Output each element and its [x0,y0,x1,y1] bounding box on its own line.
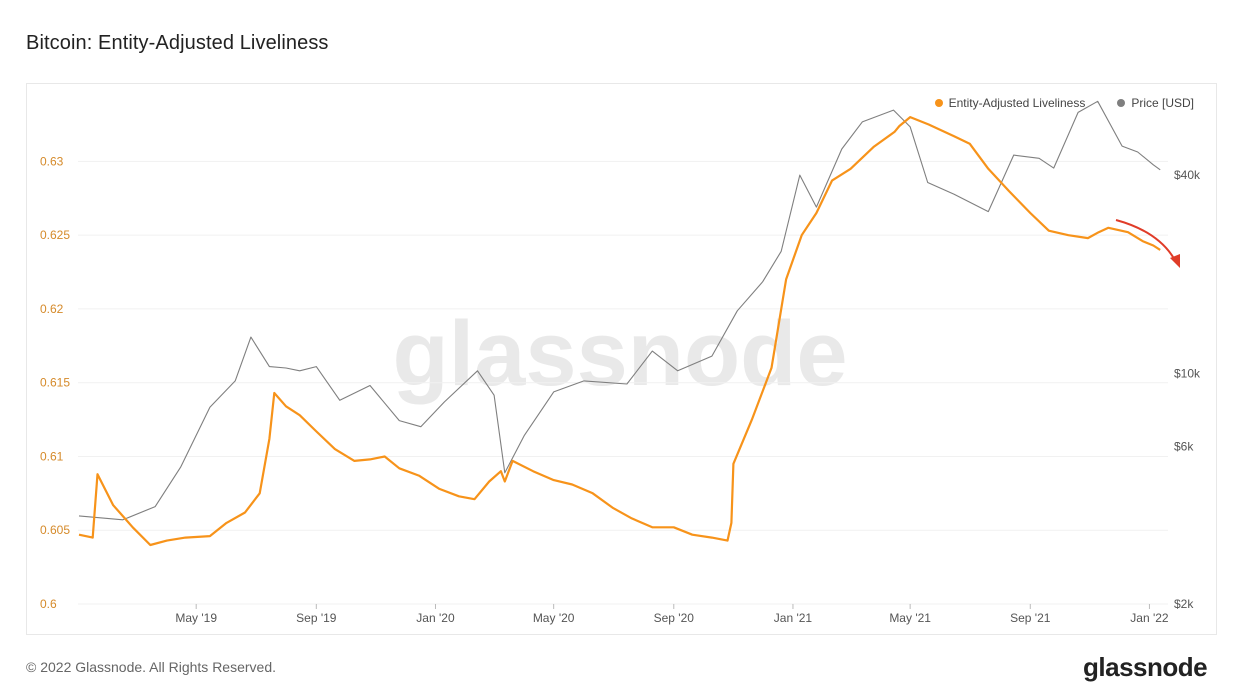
chart-title: Bitcoin: Entity-Adjusted Liveliness [26,32,329,54]
x-tick-label: Jan '21 [774,611,813,625]
chart-panel: Entity-Adjusted Liveliness Price [USD] [26,83,1217,635]
trend-arrow [1115,219,1180,268]
y-axis-left: 0.6 0.605 0.61 0.615 0.62 0.625 0.63 [40,154,70,611]
legend-item-price[interactable]: Price [USD] [1117,96,1194,110]
y-left-tick-label: 0.625 [40,228,70,242]
legend-dot-liveliness [934,99,943,107]
brand-logo: glassnode [1083,652,1208,682]
y-right-tick-label: $6k [1174,440,1194,454]
y-left-tick-label: 0.6 [40,597,57,611]
x-tick-label: May '19 [175,611,217,625]
series-line-liveliness [78,115,1161,547]
y-right-tick-label: $10k [1174,367,1201,381]
x-axis: May '19 Sep '19 Jan '20 May '20 Sep '20 Jan '… [175,604,1169,625]
y-left-tick-label: 0.605 [40,523,70,537]
x-tick-label: Sep '20 [654,611,695,625]
trend-arrow-line [1115,219,1177,263]
trend-arrow-head [1170,254,1180,268]
x-tick-label: Jan '22 [1130,611,1169,625]
x-tick-label: Sep '21 [1010,611,1051,625]
y-left-tick-label: 0.615 [40,376,70,390]
y-right-tick-label: $2k [1174,597,1194,611]
y-left-tick-label: 0.63 [40,154,64,168]
legend-dot-price [1117,99,1126,107]
y-axis-right: $2k $6k $10k $40k [1174,168,1201,611]
grid-lines [78,160,1168,605]
chart-legend: Entity-Adjusted Liveliness Price [USD] [934,96,1194,110]
legend-label-liveliness: Entity-Adjusted Liveliness [948,96,1086,110]
x-tick-label: May '21 [889,611,931,625]
series-layer [78,100,1161,547]
watermark: glassnode [392,303,847,405]
legend-label-price: Price [USD] [1131,96,1194,110]
series-line-price [78,100,1161,521]
x-tick-label: Sep '19 [296,611,337,625]
y-right-tick-label: $40k [1174,168,1201,182]
copyright: © 2022 Glassnode. All Rights Reserved. [26,659,277,675]
legend-item-liveliness[interactable]: Entity-Adjusted Liveliness [934,96,1086,110]
x-tick-label: May '20 [533,611,575,625]
y-left-tick-label: 0.61 [40,449,64,463]
y-left-tick-label: 0.62 [40,302,64,316]
x-tick-label: Jan '20 [416,611,455,625]
